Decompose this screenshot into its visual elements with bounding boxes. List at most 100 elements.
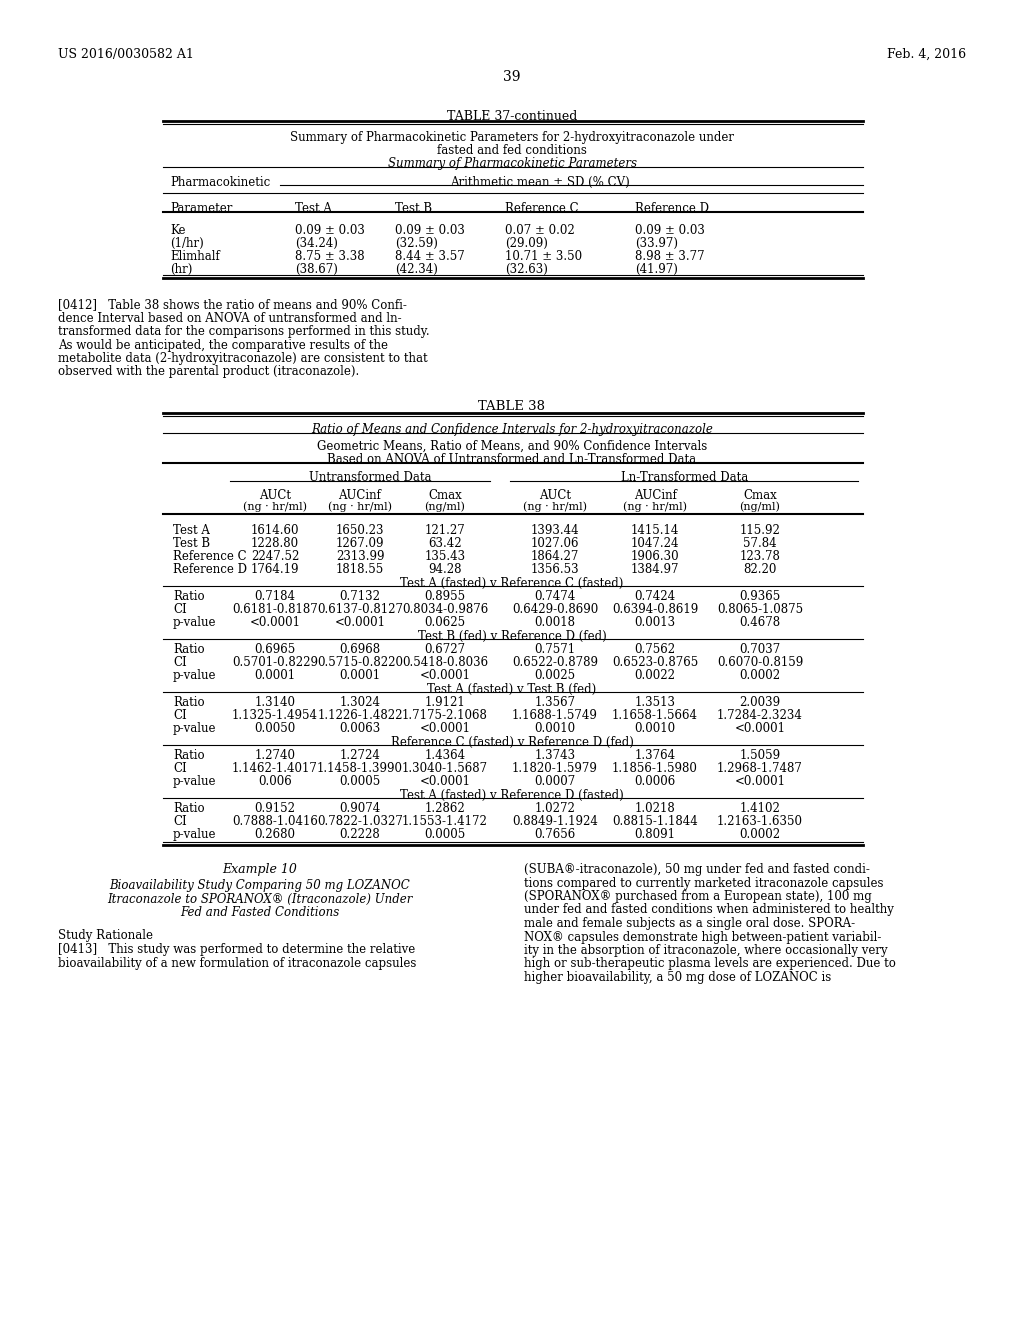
Text: fasted and fed conditions: fasted and fed conditions <box>437 144 587 157</box>
Text: 1.2163-1.6350: 1.2163-1.6350 <box>717 814 803 828</box>
Text: <0.0001: <0.0001 <box>420 669 470 682</box>
Text: tions compared to currently marketed itraconazole capsules: tions compared to currently marketed itr… <box>524 876 884 890</box>
Text: Summary of Pharmacokinetic Parameters: Summary of Pharmacokinetic Parameters <box>387 157 637 170</box>
Text: Test B: Test B <box>395 202 432 215</box>
Text: 1.2968-1.7487: 1.2968-1.7487 <box>717 762 803 775</box>
Text: 135.43: 135.43 <box>424 550 466 564</box>
Text: 1.1856-1.5980: 1.1856-1.5980 <box>612 762 698 775</box>
Text: Cmax: Cmax <box>428 488 462 502</box>
Text: (ng · hr/ml): (ng · hr/ml) <box>623 502 687 512</box>
Text: 0.4678: 0.4678 <box>739 616 780 630</box>
Text: 1393.44: 1393.44 <box>530 524 580 537</box>
Text: p-value: p-value <box>173 828 216 841</box>
Text: CI: CI <box>173 656 186 669</box>
Text: Ln-Transformed Data: Ln-Transformed Data <box>622 471 749 484</box>
Text: 0.5701-0.8229: 0.5701-0.8229 <box>232 656 318 669</box>
Text: (29.09): (29.09) <box>505 238 548 249</box>
Text: (33.97): (33.97) <box>635 238 678 249</box>
Text: 1.1462-1.4017: 1.1462-1.4017 <box>232 762 317 775</box>
Text: Summary of Pharmacokinetic Parameters for 2-hydroxyitraconazole under: Summary of Pharmacokinetic Parameters fo… <box>290 131 734 144</box>
Text: [0413]   This study was performed to determine the relative: [0413] This study was performed to deter… <box>58 944 416 957</box>
Text: (ng/ml): (ng/ml) <box>425 502 466 512</box>
Text: <0.0001: <0.0001 <box>250 616 300 630</box>
Text: 1228.80: 1228.80 <box>251 537 299 550</box>
Text: 1.3140: 1.3140 <box>255 696 296 709</box>
Text: 1356.53: 1356.53 <box>530 564 580 576</box>
Text: 0.9074: 0.9074 <box>339 803 381 814</box>
Text: metabolite data (2-hydroxyitraconazole) are consistent to that: metabolite data (2-hydroxyitraconazole) … <box>58 352 428 366</box>
Text: (ng · hr/ml): (ng · hr/ml) <box>328 502 392 512</box>
Text: 94.28: 94.28 <box>428 564 462 576</box>
Text: 1.1820-1.5979: 1.1820-1.5979 <box>512 762 598 775</box>
Text: 1906.30: 1906.30 <box>631 550 679 564</box>
Text: 8.44 ± 3.57: 8.44 ± 3.57 <box>395 249 465 263</box>
Text: Ke: Ke <box>170 224 185 238</box>
Text: 2247.52: 2247.52 <box>251 550 299 564</box>
Text: 82.20: 82.20 <box>743 564 776 576</box>
Text: 10.71 ± 3.50: 10.71 ± 3.50 <box>505 249 582 263</box>
Text: ity in the absorption of itraconazole, where occasionally very: ity in the absorption of itraconazole, w… <box>524 944 888 957</box>
Text: 0.7424: 0.7424 <box>635 590 676 603</box>
Text: 123.78: 123.78 <box>739 550 780 564</box>
Text: Ratio: Ratio <box>173 590 205 603</box>
Text: 57.84: 57.84 <box>743 537 777 550</box>
Text: Ratio of Means and Confidence Intervals for 2-hydroxyitraconazole: Ratio of Means and Confidence Intervals … <box>311 422 713 436</box>
Text: (34.24): (34.24) <box>295 238 338 249</box>
Text: 0.7037: 0.7037 <box>739 643 780 656</box>
Text: (SUBA®-itraconazole), 50 mg under fed and fasted condi-: (SUBA®-itraconazole), 50 mg under fed an… <box>524 863 869 876</box>
Text: Test A (fasted) v Test B (fed): Test A (fasted) v Test B (fed) <box>427 682 597 696</box>
Text: under fed and fasted conditions when administered to healthy: under fed and fasted conditions when adm… <box>524 903 894 916</box>
Text: 1.1226-1.4822: 1.1226-1.4822 <box>317 709 402 722</box>
Text: 1027.06: 1027.06 <box>530 537 580 550</box>
Text: 0.5418-0.8036: 0.5418-0.8036 <box>402 656 488 669</box>
Text: 0.6181-0.8187: 0.6181-0.8187 <box>232 603 317 616</box>
Text: <0.0001: <0.0001 <box>420 722 470 735</box>
Text: 1650.23: 1650.23 <box>336 524 384 537</box>
Text: 0.6429-0.8690: 0.6429-0.8690 <box>512 603 598 616</box>
Text: 0.6523-0.8765: 0.6523-0.8765 <box>612 656 698 669</box>
Text: 0.0002: 0.0002 <box>739 669 780 682</box>
Text: 0.0010: 0.0010 <box>535 722 575 735</box>
Text: 0.6727: 0.6727 <box>424 643 466 656</box>
Text: 0.0001: 0.0001 <box>339 669 381 682</box>
Text: 0.09 ± 0.03: 0.09 ± 0.03 <box>635 224 705 238</box>
Text: 1818.55: 1818.55 <box>336 564 384 576</box>
Text: 0.0006: 0.0006 <box>635 775 676 788</box>
Text: 0.0002: 0.0002 <box>739 828 780 841</box>
Text: 0.6965: 0.6965 <box>254 643 296 656</box>
Text: Reference D: Reference D <box>635 202 709 215</box>
Text: (ng · hr/ml): (ng · hr/ml) <box>523 502 587 512</box>
Text: 0.0018: 0.0018 <box>535 616 575 630</box>
Text: Test A: Test A <box>173 524 210 537</box>
Text: 0.0022: 0.0022 <box>635 669 676 682</box>
Text: 1047.24: 1047.24 <box>631 537 679 550</box>
Text: 1.1458-1.3990: 1.1458-1.3990 <box>317 762 403 775</box>
Text: 1.2740: 1.2740 <box>255 748 296 762</box>
Text: 0.7132: 0.7132 <box>340 590 381 603</box>
Text: Based on ANOVA of Untransformed and Ln-Transformed Data: Based on ANOVA of Untransformed and Ln-T… <box>328 453 696 466</box>
Text: CI: CI <box>173 814 186 828</box>
Text: Reference C (fasted) v Reference D (fed): Reference C (fasted) v Reference D (fed) <box>390 737 634 748</box>
Text: 115.92: 115.92 <box>739 524 780 537</box>
Text: Example 10: Example 10 <box>222 863 297 876</box>
Text: 0.8065-1.0875: 0.8065-1.0875 <box>717 603 803 616</box>
Text: p-value: p-value <box>173 616 216 630</box>
Text: (ng/ml): (ng/ml) <box>739 502 780 512</box>
Text: 0.8849-1.1924: 0.8849-1.1924 <box>512 814 598 828</box>
Text: 0.0007: 0.0007 <box>535 775 575 788</box>
Text: 1384.97: 1384.97 <box>631 564 679 576</box>
Text: Test B: Test B <box>173 537 210 550</box>
Text: AUCinf: AUCinf <box>339 488 381 502</box>
Text: (42.34): (42.34) <box>395 263 438 276</box>
Text: 0.09 ± 0.03: 0.09 ± 0.03 <box>395 224 465 238</box>
Text: 8.98 ± 3.77: 8.98 ± 3.77 <box>635 249 705 263</box>
Text: <0.0001: <0.0001 <box>734 775 785 788</box>
Text: Study Rationale: Study Rationale <box>58 929 153 942</box>
Text: 1.9121: 1.9121 <box>425 696 465 709</box>
Text: (ng · hr/ml): (ng · hr/ml) <box>243 502 307 512</box>
Text: AUCt: AUCt <box>539 488 571 502</box>
Text: 0.0010: 0.0010 <box>635 722 676 735</box>
Text: 0.7822-1.0327: 0.7822-1.0327 <box>317 814 402 828</box>
Text: Ratio: Ratio <box>173 643 205 656</box>
Text: Itraconazole to SPORANOX® (Itraconazole) Under: Itraconazole to SPORANOX® (Itraconazole)… <box>108 892 413 906</box>
